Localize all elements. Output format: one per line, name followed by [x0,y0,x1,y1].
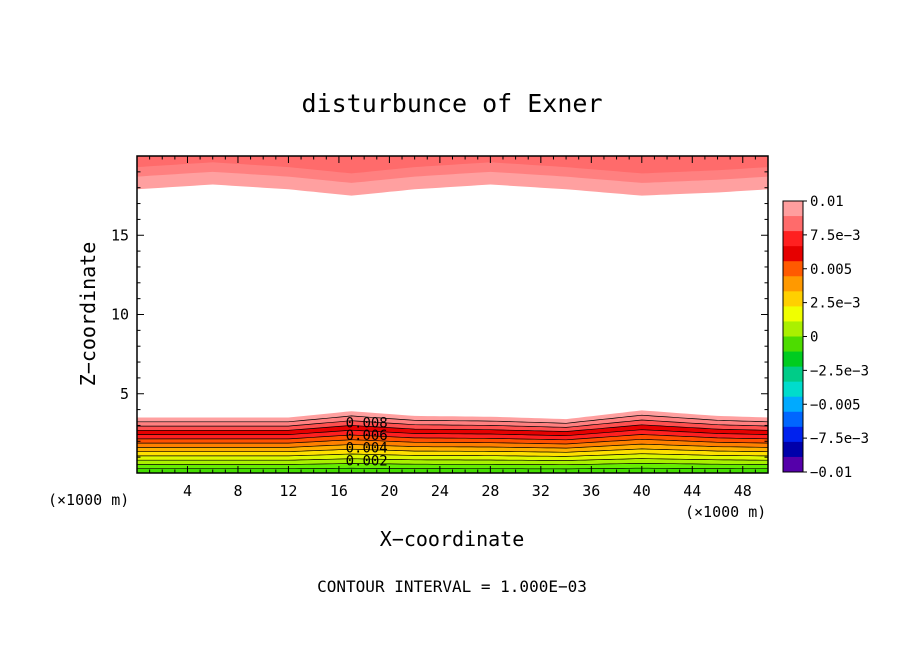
upper-band [137,156,768,174]
contour-line [137,419,768,428]
y-tick-label: 10 [111,306,129,324]
colorbar-swatch [783,366,803,383]
contour-label: 0.002 [346,453,388,469]
x-tick-label: 8 [233,482,242,500]
colorbar-label: 7.5e−3 [810,228,861,244]
colorbar-label: 2.5e−3 [810,296,861,312]
colorbar-swatch [783,231,803,247]
colorbar-swatch [783,426,803,443]
x-axis-ticks: 4 8 12 16 20 24 28 32 36 40 44 48 [149,156,756,500]
colorbar-label: 0.005 [810,262,852,278]
colorbar-swatch [783,321,803,337]
contour-band [137,410,768,424]
contour-line [137,453,768,457]
x-tick-label: 20 [380,482,398,500]
colorbar-swatch [783,216,803,232]
colorbar-label: −7.5e−3 [810,431,869,447]
x-tick-label: 48 [734,482,752,500]
colorbar-swatch [783,351,803,368]
colorbar-label: −2.5e−3 [810,363,869,379]
colorbar-swatch [783,381,803,398]
x-tick-label: 4 [183,482,192,500]
contour-line [137,434,768,441]
y-tick-label: 5 [120,385,129,403]
contour-band [137,453,768,461]
contour-band [137,420,768,432]
x-tick-label: 44 [683,482,701,500]
colorbar-swatch [783,201,803,217]
colorbar-swatch [783,261,803,277]
colorbar-swatch [783,396,803,413]
contour-line [137,443,768,449]
y-axis-label: Z−coordinate [76,242,100,387]
contour-band [137,424,768,436]
contour-line [137,467,768,470]
x-tick-label: 24 [431,482,449,500]
contour-line [137,414,768,424]
colorbar-swatch [783,306,803,322]
x-tick-label: 40 [633,482,651,500]
contour-band [137,463,768,469]
colorbar-swatch [783,441,803,458]
x-unit-left: (×1000 m) [48,491,129,509]
contour-line [137,438,768,445]
contour-field [137,156,768,473]
contour-line [137,429,768,437]
y-tick-label: 15 [111,226,129,244]
x-tick-label: 12 [279,482,297,500]
x-tick-label: 36 [582,482,600,500]
contour-band [137,415,768,428]
colorbar-label: 0 [810,330,818,346]
contour-line [137,463,768,466]
x-tick-label: 32 [532,482,550,500]
contour-interval-note: CONTOUR INTERVAL = 1.000E−03 [317,577,587,596]
colorbar-swatch [783,411,803,428]
contour-line [137,424,768,432]
colorbar-swatch [783,276,803,292]
contour-line [137,458,768,461]
contour-lines [137,414,768,470]
contour-label: 0.006 [346,428,388,444]
colorbar-label: −0.005 [810,397,861,413]
x-tick-label: 28 [481,482,499,500]
x-axis-label: X−coordinate [380,527,525,551]
colorbar-swatch [783,456,803,473]
contour-label: 0.004 [346,441,388,457]
colorbar-label: 0.01 [810,194,844,210]
colorbar: 0.01 7.5e−3 0.005 2.5e−3 0 −2.5e−3 −0.005 −7.5e… [782,194,869,481]
colorbar-swatch [783,246,803,262]
chart-title: disturbunce of Exner [301,89,602,118]
contour-line [137,448,768,453]
colorbar-swatch [783,291,803,307]
y-axis-ticks: 5 10 15 [111,171,768,458]
x-unit-right: (×1000 m) [685,503,766,521]
x-tick-label: 16 [330,482,348,500]
colorbar-swatch [783,336,803,353]
contour-label: 0.008 [346,415,388,431]
colorbar-label: −0.01 [810,465,852,481]
contour-band [137,448,768,457]
